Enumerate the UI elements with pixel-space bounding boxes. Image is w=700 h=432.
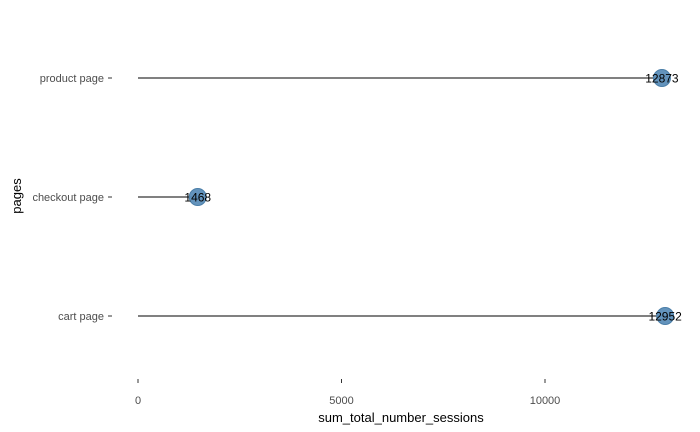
y-tick-label-checkout-page: checkout page xyxy=(32,192,104,204)
data-label-checkout-page: 1468 xyxy=(184,191,211,205)
ticks-layer: product page checkout page cart page 0 5000 1… xyxy=(32,73,560,407)
y-tick-label-product-page: product page xyxy=(40,73,104,85)
x-tick-label-10000: 10000 xyxy=(530,395,561,407)
points-layer xyxy=(188,69,675,325)
x-tick-label-0: 0 xyxy=(135,395,141,407)
x-axis-title: sum_total_number_sessions xyxy=(318,410,484,425)
y-axis-title: pages xyxy=(9,178,24,214)
point-checkout-page xyxy=(188,188,207,206)
y-tick-label-cart-page: cart page xyxy=(58,311,104,323)
point-product-page xyxy=(652,69,671,87)
point-cart-page xyxy=(656,307,675,325)
data-label-cart-page: 12952 xyxy=(648,310,682,324)
data-label-product-page: 12873 xyxy=(645,72,679,86)
data-labels-layer: 12873 1468 12952 xyxy=(184,72,682,324)
x-tick-label-5000: 5000 xyxy=(329,395,353,407)
stems-layer xyxy=(138,77,666,317)
